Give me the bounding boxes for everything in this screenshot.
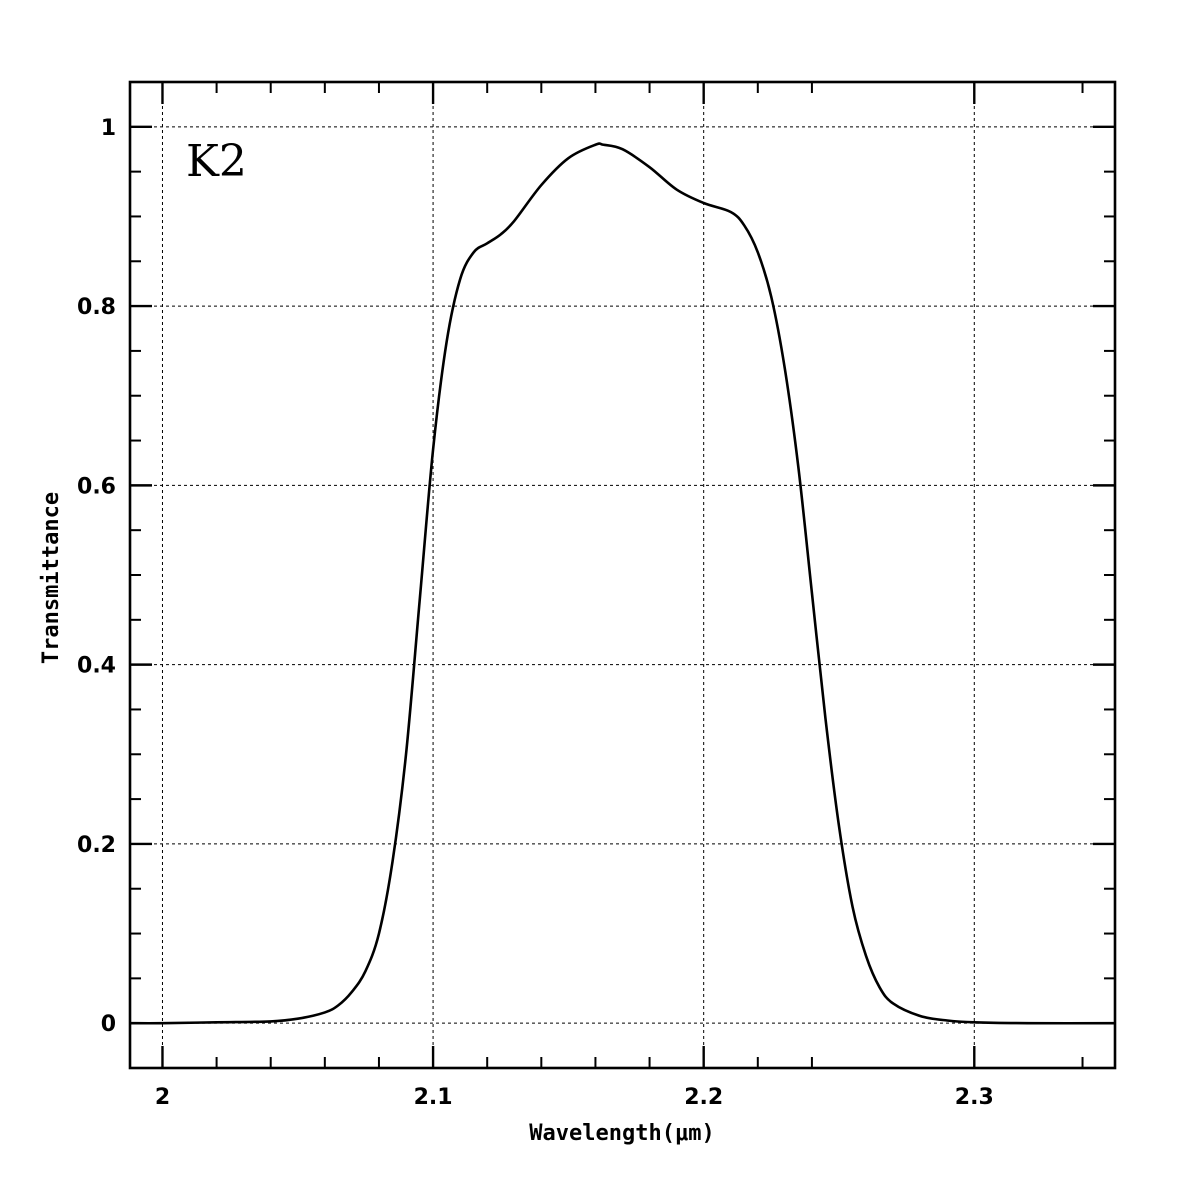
x-tick-label: 2.2: [684, 1085, 723, 1110]
y-tick-label: 0.8: [77, 295, 116, 320]
y-tick-label: 0.4: [77, 654, 116, 679]
y-tick-label: 0.6: [77, 474, 116, 499]
y-axis-title: Transmittance: [39, 492, 64, 664]
x-tick-label: 2.3: [955, 1085, 994, 1110]
x-tick-label: 2: [155, 1085, 170, 1110]
y-tick-label: 0: [101, 1012, 116, 1037]
y-tick-label: 0.2: [77, 833, 116, 858]
x-tick-labels: 2 2.1 2.2 2.3: [155, 1085, 994, 1110]
x-tick-label: 2.1: [414, 1085, 453, 1110]
x-axis-title: Wavelength(μm): [529, 1121, 714, 1146]
y-tick-labels: 0 0.2 0.4 0.6 0.8 1: [77, 116, 116, 1037]
grid: [130, 82, 1115, 1068]
panel-label: K2: [186, 136, 247, 187]
plot-frame: [128, 80, 1117, 1070]
tick-marks: [130, 81, 1115, 1069]
transmittance-curve: [129, 142, 1116, 1025]
y-tick-label: 1: [101, 116, 116, 141]
